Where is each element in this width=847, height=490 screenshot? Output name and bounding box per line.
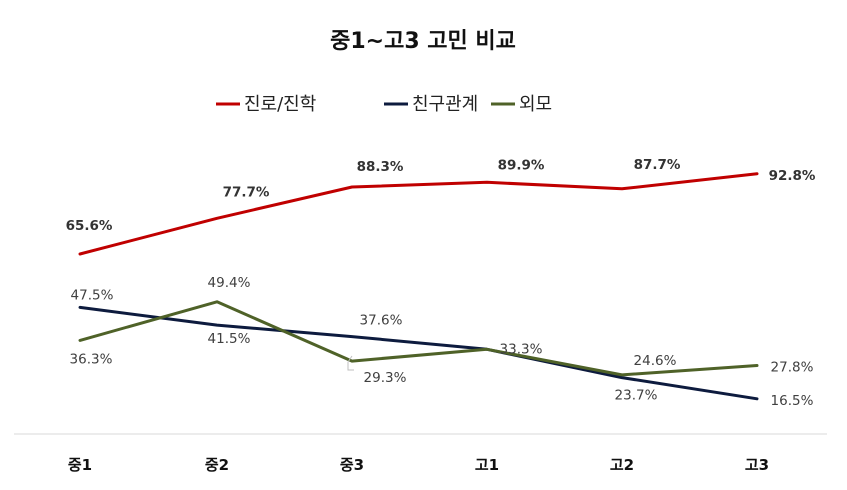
data-labels: 65.6% 77.7% 88.3% 89.9% 87.7% 92.8% 47.5% 41.5%… <box>66 157 816 409</box>
x-tick-label: 고1 <box>475 456 499 474</box>
series-layer <box>78 172 759 401</box>
data-label: 24.6% <box>634 353 677 369</box>
data-label: 27.8% <box>771 360 814 376</box>
x-tick-label: 고3 <box>745 456 769 474</box>
chart-title: 중1~고3 고민 비교 <box>330 29 516 54</box>
data-label: 77.7% <box>223 184 270 200</box>
data-label: 65.6% <box>66 218 113 234</box>
data-label: 36.3% <box>70 351 113 367</box>
x-tick-label: 중2 <box>205 456 229 474</box>
legend-label-3: 외모 <box>519 94 552 115</box>
x-axis-categories: 중1 중2 중3 고1 고2 고3 <box>68 456 769 474</box>
data-label: 92.8% <box>769 168 816 184</box>
data-label: 16.5% <box>771 393 814 409</box>
data-label: 41.5% <box>208 331 251 347</box>
data-label: 29.3% <box>364 370 407 386</box>
series-line-2 <box>78 305 759 401</box>
legend: 진로/진학 친구관계 외모 <box>216 94 552 115</box>
data-label: 33.3% <box>500 341 543 357</box>
label-leader-line <box>347 355 354 371</box>
x-tick-label: 중3 <box>340 456 364 474</box>
series-line-1 <box>78 172 759 256</box>
x-tick-label: 고2 <box>610 456 634 474</box>
series-line-3 <box>78 300 759 377</box>
data-label: 47.5% <box>71 287 114 303</box>
data-label: 23.7% <box>615 388 658 404</box>
x-tick-label: 중1 <box>68 456 92 474</box>
data-label: 89.9% <box>498 157 545 173</box>
data-label: 49.4% <box>208 275 251 291</box>
data-label: 88.3% <box>357 159 404 175</box>
data-label: 37.6% <box>360 313 403 329</box>
data-label: 87.7% <box>634 157 681 173</box>
legend-label-2: 친구관계 <box>412 94 478 115</box>
legend-label-1: 진로/진학 <box>244 94 316 115</box>
